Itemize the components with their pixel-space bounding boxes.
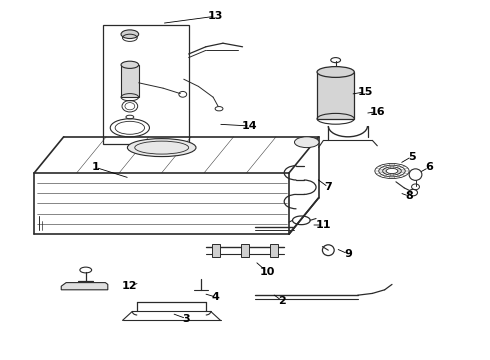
Text: 9: 9 xyxy=(344,249,352,259)
Ellipse shape xyxy=(127,139,196,157)
Ellipse shape xyxy=(294,137,319,148)
Text: 14: 14 xyxy=(242,121,258,131)
Text: 2: 2 xyxy=(278,296,286,306)
Bar xyxy=(212,244,220,257)
Bar xyxy=(103,25,189,144)
Bar xyxy=(317,72,354,119)
Text: 4: 4 xyxy=(212,292,220,302)
Text: 13: 13 xyxy=(208,11,223,21)
Text: 12: 12 xyxy=(122,281,138,291)
Text: 8: 8 xyxy=(405,191,413,201)
Ellipse shape xyxy=(317,67,354,77)
Text: 11: 11 xyxy=(316,220,331,230)
Ellipse shape xyxy=(121,61,139,68)
Text: 3: 3 xyxy=(182,314,190,324)
Bar xyxy=(241,244,249,257)
Text: 15: 15 xyxy=(357,87,373,97)
Text: 1: 1 xyxy=(92,162,99,172)
Text: 16: 16 xyxy=(369,107,385,117)
Polygon shape xyxy=(61,283,108,290)
Text: 5: 5 xyxy=(408,152,416,162)
Text: 7: 7 xyxy=(324,182,332,192)
Text: 10: 10 xyxy=(259,267,275,277)
Bar xyxy=(121,65,139,97)
Ellipse shape xyxy=(121,30,139,39)
Bar xyxy=(270,244,278,257)
Text: 6: 6 xyxy=(425,162,433,172)
